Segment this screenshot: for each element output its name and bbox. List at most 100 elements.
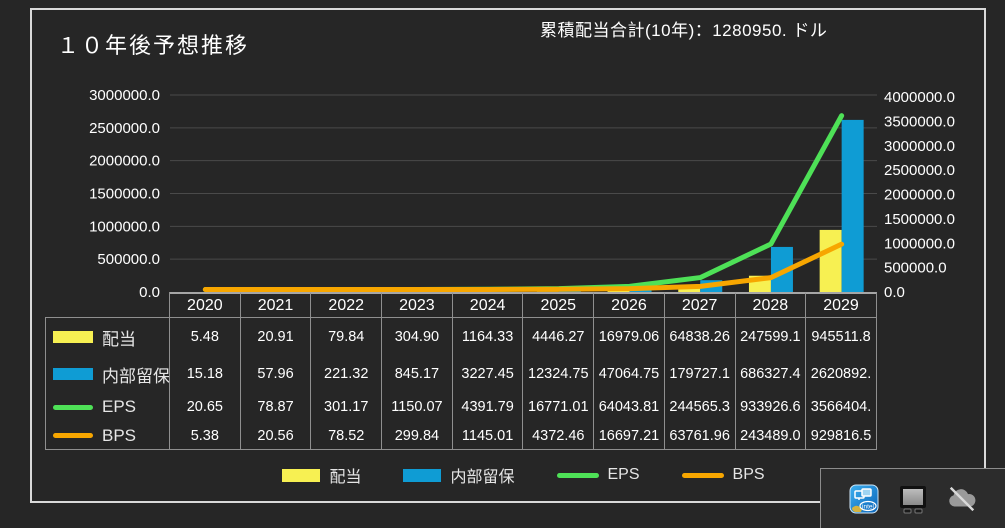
table-value: 301.17 xyxy=(311,392,383,422)
table-value: 16979.06 xyxy=(594,318,665,356)
table-value: 20.65 xyxy=(170,392,241,422)
table-value: 3227.45 xyxy=(453,356,524,392)
table-corner xyxy=(45,292,170,318)
right-axis-label: 500000.0 xyxy=(884,260,947,277)
bar-配当 xyxy=(678,287,701,292)
table-value: 3566404. xyxy=(806,392,877,422)
bar-内部留保 xyxy=(841,119,864,292)
table-value: 78.52 xyxy=(311,422,383,450)
year-header: 2026 xyxy=(594,292,665,318)
table-value: 20.56 xyxy=(240,422,312,450)
table-value: 79.84 xyxy=(311,318,383,356)
year-header: 2027 xyxy=(664,292,736,318)
table-value: 16697.21 xyxy=(594,422,665,450)
intel-graphics-icon[interactable]: intel xyxy=(848,483,880,515)
bar-配当 xyxy=(607,290,630,292)
table-value: 845.17 xyxy=(382,356,453,392)
内部留保-swatch-icon xyxy=(53,368,93,380)
table-value: 63761.96 xyxy=(664,422,736,450)
right-axis-label: 1000000.0 xyxy=(884,235,955,252)
table-value: 47064.75 xyxy=(594,356,665,392)
legend-item-bar: 内部留保 xyxy=(403,463,515,487)
table-value: 5.38 xyxy=(170,422,241,450)
table-value: 15.18 xyxy=(170,356,241,392)
table-value: 57.96 xyxy=(241,356,312,392)
year-header: 2023 xyxy=(382,292,453,318)
right-axis-label: 4000000.0 xyxy=(884,89,955,106)
table-value: 221.32 xyxy=(311,356,383,392)
table-value: 20.91 xyxy=(241,318,312,356)
right-axis-label: 0.0 xyxy=(884,284,905,301)
row-legend-bar: 内部留保 xyxy=(45,356,170,392)
cumulative-dividend-annotation: 累積配当合計(10年)：1280950. ドル xyxy=(540,21,828,40)
table-value: 1145.01 xyxy=(452,422,524,450)
table-value: 2620892. xyxy=(806,356,877,392)
table-value: 64043.81 xyxy=(594,392,665,422)
table-value: 16771.01 xyxy=(523,392,595,422)
right-axis-label: 3000000.0 xyxy=(884,138,955,155)
bps-line xyxy=(202,241,845,292)
right-axis-label: 3500000.0 xyxy=(884,113,955,130)
table-value: 686327.4 xyxy=(736,356,807,392)
table-value: 4446.27 xyxy=(523,318,595,356)
legend-label: 配当 xyxy=(329,469,362,486)
BPS-swatch-icon xyxy=(53,433,93,438)
table-value: 1150.07 xyxy=(382,392,453,422)
table-value: 1164.33 xyxy=(453,318,524,356)
year-header: 2022 xyxy=(311,292,383,318)
bar-配当 xyxy=(819,229,842,292)
svg-text:intel: intel xyxy=(862,503,874,510)
table-value: 12324.75 xyxy=(523,356,595,392)
row-legend-bar: 配当 xyxy=(45,318,170,356)
legend-label: 内部留保 xyxy=(450,469,515,486)
BPS-legend-swatch-icon xyxy=(681,472,724,478)
left-axis-label: 1000000.0 xyxy=(89,218,160,235)
series-label: 内部留保 xyxy=(102,366,170,386)
series-label: BPS xyxy=(102,425,137,445)
table-value: 304.90 xyxy=(382,318,453,356)
left-axis-label: 3000000.0 xyxy=(89,87,160,104)
bar-内部留保 xyxy=(770,246,793,292)
table-value: 4372.46 xyxy=(523,422,595,450)
data-table: 2020 2021 2022 2023 2024 2025 2026 2027 2028 2029… xyxy=(45,292,877,450)
EPS-legend-swatch-icon xyxy=(556,472,599,478)
legend-label: BPS xyxy=(732,466,765,483)
left-axis-label: 0.0 xyxy=(139,284,160,301)
table-value: 929816.5 xyxy=(806,422,877,450)
table-value: 244565.3 xyxy=(665,392,736,422)
legend-label: EPS xyxy=(607,466,640,483)
配当-swatch-icon xyxy=(53,331,93,343)
left-axis-label: 1500000.0 xyxy=(89,186,160,203)
eps-line xyxy=(202,113,845,292)
table-value: 247599.1 xyxy=(736,318,807,356)
right-axis-label: 2500000.0 xyxy=(884,162,955,179)
display-icon[interactable] xyxy=(897,483,929,515)
内部留保-legend-swatch-icon xyxy=(403,468,442,482)
chart-legend: 配当 内部留保 EPS BPS xyxy=(170,459,877,491)
left-axis-label: 2500000.0 xyxy=(89,120,160,137)
series-label: EPS xyxy=(102,397,137,416)
table-value: 299.84 xyxy=(382,422,453,450)
table-value: 4391.79 xyxy=(453,392,524,422)
table-value: 179727.1 xyxy=(665,356,736,392)
year-header: 2025 xyxy=(523,292,595,318)
chart-title: １０年後予想推移 xyxy=(57,33,250,58)
table-value: 243489.0 xyxy=(735,422,807,450)
legend-item-bar: 配当 xyxy=(282,463,361,487)
year-header: 2024 xyxy=(452,292,524,318)
right-axis-label: 2000000.0 xyxy=(884,187,955,204)
year-header: 2020 xyxy=(170,292,241,318)
right-axis-label: 1500000.0 xyxy=(884,211,955,228)
table-value: 945511.8 xyxy=(806,318,877,356)
table-value: 64838.26 xyxy=(665,318,736,356)
table-value: 933926.6 xyxy=(736,392,807,422)
table-value: 5.48 xyxy=(170,318,241,356)
cloud-offline-icon[interactable] xyxy=(946,483,978,515)
year-header: 2029 xyxy=(806,292,877,318)
left-axis-label: 500000.0 xyxy=(97,251,160,268)
EPS-swatch-icon xyxy=(53,404,93,410)
series-label: 配当 xyxy=(102,329,136,349)
year-header: 2028 xyxy=(735,292,807,318)
year-header: 2021 xyxy=(240,292,312,318)
